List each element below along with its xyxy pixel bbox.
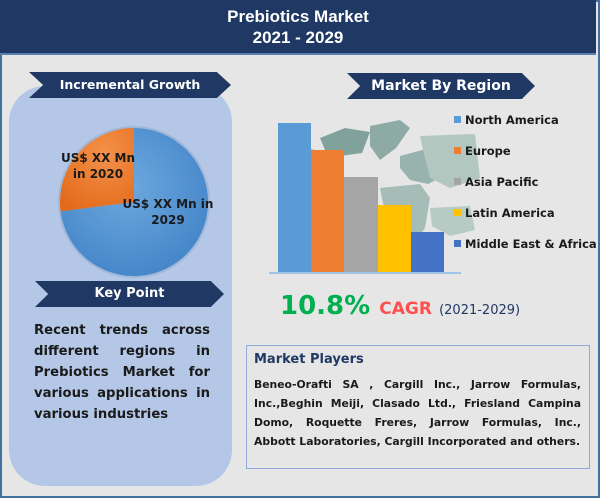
key-point-ribbon: Key Point — [35, 281, 224, 307]
incremental-growth-pie-chart — [58, 126, 210, 278]
legend-item-middle-east-africa: Middle East & Africa — [454, 237, 597, 251]
cagr-statement: 10.8% CAGR (2021-2029) — [280, 291, 520, 321]
page-period: 2021 - 2029 — [252, 28, 344, 47]
pie-slice-2029 — [60, 128, 209, 276]
header-banner: Prebiotics Market 2021 - 2029 — [0, 0, 596, 55]
incremental-growth-ribbon: Incremental Growth — [29, 72, 231, 98]
legend-item-north-america: North America — [454, 113, 559, 127]
legend-swatch-icon — [454, 147, 461, 154]
pie-label-2020: US$ XX Mn in 2020 — [60, 151, 136, 181]
market-players-title: Market Players — [254, 352, 364, 367]
cagr-period: (2021-2029) — [439, 303, 521, 318]
market-players-box: Market Players Beneo-Orafti SA , Cargill… — [246, 345, 590, 469]
world-map-background — [300, 120, 480, 248]
page-title: Prebiotics Market — [227, 7, 369, 26]
market-by-region-ribbon: Market By Region — [347, 73, 535, 99]
legend-item-asia-pacific: Asia Pacific — [454, 175, 538, 189]
legend-swatch-icon — [454, 116, 461, 123]
cagr-value: 10.8% — [280, 291, 371, 321]
legend-swatch-icon — [454, 240, 461, 247]
market-players-list: Beneo-Orafti SA , Cargill Inc., Jarrow F… — [254, 378, 581, 448]
pie-slice-2020 — [60, 128, 135, 212]
legend-swatch-icon — [454, 209, 461, 216]
legend-item-latin-america: Latin America — [454, 206, 555, 220]
cagr-label: CAGR — [379, 299, 432, 319]
legend-item-europe: Europe — [454, 144, 511, 158]
legend-swatch-icon — [454, 178, 461, 185]
pie-label-2029: US$ XX Mn in 2029 — [122, 197, 214, 227]
key-point-text: Recent trends across different regions i… — [34, 323, 210, 422]
bar-chart-axis — [269, 272, 461, 274]
